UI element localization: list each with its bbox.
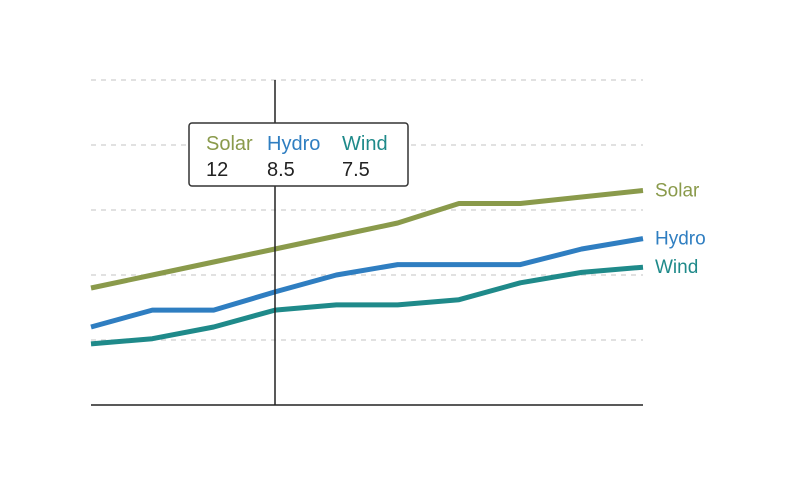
series-line-solar bbox=[90, 188, 644, 291]
series-label-hydro: Hydro bbox=[655, 229, 706, 250]
tooltip: Solar 12 Hydro 8.5 Wind 7.5 bbox=[188, 122, 409, 187]
tooltip-value-hydro: 8.5 bbox=[267, 159, 295, 181]
series-line-wind bbox=[90, 264, 644, 347]
tooltip-name-hydro: Hydro bbox=[267, 133, 320, 155]
tooltip-box bbox=[188, 122, 409, 187]
series-end-labels: Solar Hydro Wind bbox=[655, 181, 706, 279]
series-label-wind: Wind bbox=[655, 257, 698, 278]
series-lines bbox=[90, 188, 644, 347]
tooltip-value-wind: 7.5 bbox=[342, 159, 370, 181]
tooltip-name-solar: Solar bbox=[206, 133, 253, 155]
tooltip-name-wind: Wind bbox=[342, 133, 388, 155]
gridlines bbox=[91, 79, 643, 341]
series-line-hydro bbox=[90, 236, 644, 330]
tooltip-value-solar: 12 bbox=[206, 159, 228, 181]
series-label-solar: Solar bbox=[655, 181, 700, 202]
